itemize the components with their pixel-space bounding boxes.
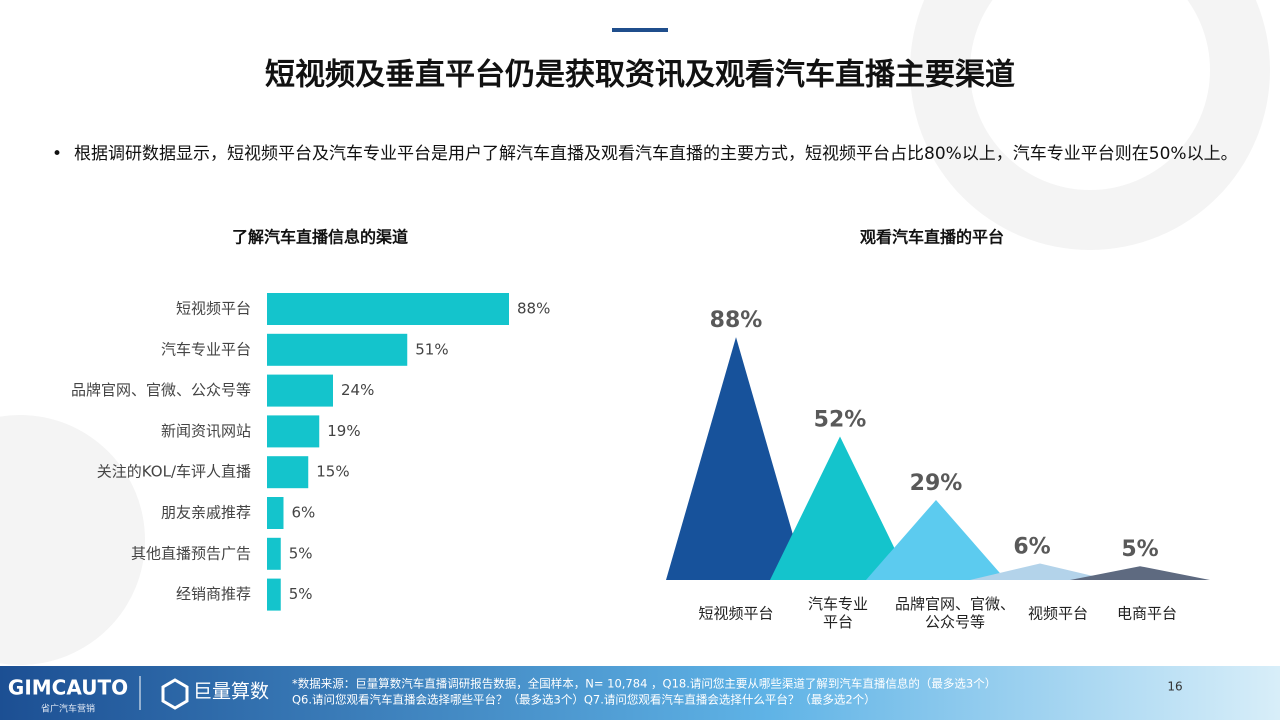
data-label: 88% xyxy=(517,300,550,318)
title: 短视频及垂直平台仍是获取资讯及观看汽车直播主要渠道 xyxy=(265,58,1015,93)
data-label: 5% xyxy=(1121,537,1158,562)
bar xyxy=(267,578,281,611)
y-tick-label: 朋友亲戚推荐 xyxy=(161,504,251,522)
bar xyxy=(267,537,281,570)
triangle xyxy=(666,337,806,580)
x-tick-label: 品牌官网、官微、公众号等 xyxy=(895,595,1015,631)
bar xyxy=(267,293,509,325)
logo-sub: 省广汽车营销 xyxy=(41,703,95,715)
deco-circle xyxy=(970,0,1210,190)
brand: 巨量算数 xyxy=(193,681,269,703)
title-bar xyxy=(612,28,668,32)
data-label: 5% xyxy=(289,544,313,562)
bar xyxy=(267,415,320,448)
x-tick-label: 电商平台 xyxy=(1117,605,1177,623)
source: Q6.请问您观看汽车直播会选择哪些平台？（最多选3个）Q7.请问您观看汽车直播会… xyxy=(292,693,876,707)
data-label: 15% xyxy=(316,463,349,481)
footer-bar xyxy=(0,666,1280,720)
y-tick-label: 经销商推荐 xyxy=(176,585,251,603)
x-tick-label: 视频平台 xyxy=(1028,605,1088,623)
y-tick-label: 短视频平台 xyxy=(176,300,251,318)
page-number: 16 xyxy=(1167,680,1182,694)
data-label: 19% xyxy=(327,422,360,440)
brand-icon xyxy=(161,678,189,710)
data-label: 88% xyxy=(710,308,763,333)
bar xyxy=(267,374,333,407)
y-tick-label: 新闻资讯网站 xyxy=(161,422,251,440)
x-tick-label: 短视频平台 xyxy=(698,605,773,623)
triangle xyxy=(866,499,1006,580)
data-label: 24% xyxy=(341,381,374,399)
source: *数据来源：巨量算数汽车直播调研报告数据，全国样本，N= 10,784 ，Q18… xyxy=(292,677,996,691)
triangle xyxy=(970,563,1110,580)
y-tick-label: 汽车专业平台 xyxy=(161,340,251,358)
y-tick-label: 关注的KOL/车评人直播 xyxy=(97,463,251,481)
y-tick-label: 其他直播预告广告 xyxy=(131,544,251,562)
bullet: • 根据调研数据显示，短视频平台及汽车专业平台是用户了解汽车直播及观看汽车直播的… xyxy=(52,136,1252,172)
data-label: 5% xyxy=(289,585,313,603)
data-label: 51% xyxy=(415,340,448,358)
x-tick-label: 汽车专业平台 xyxy=(808,595,868,631)
chart-title: 了解汽车直播信息的渠道 xyxy=(232,228,408,247)
data-label: 52% xyxy=(814,407,867,432)
bullet-dot: • xyxy=(52,144,63,164)
triangle xyxy=(770,436,910,580)
deco-circle xyxy=(0,415,145,665)
data-label: 29% xyxy=(910,471,963,496)
data-label: 6% xyxy=(1013,534,1050,559)
bar xyxy=(267,497,284,529)
data-label: 6% xyxy=(292,504,316,522)
bar xyxy=(267,456,309,489)
bar xyxy=(267,333,408,366)
logo: GIMCAUTO xyxy=(8,676,128,700)
triangle xyxy=(1070,566,1210,580)
chart-title: 观看汽车直播的平台 xyxy=(860,228,1004,247)
y-tick-label: 品牌官网、官微、公众号等 xyxy=(71,381,251,399)
bullet-text: 根据调研数据显示，短视频平台及汽车专业平台是用户了解汽车直播及观看汽车直播的主要… xyxy=(74,144,1238,164)
